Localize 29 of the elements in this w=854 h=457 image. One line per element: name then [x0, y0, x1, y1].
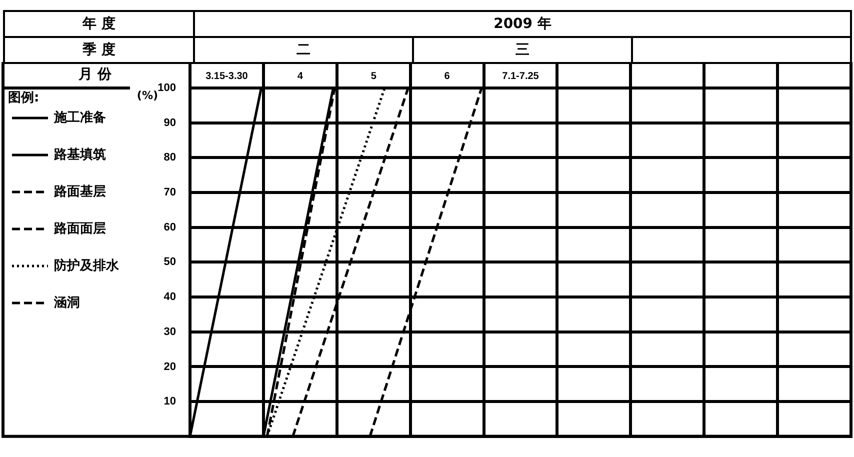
- text: 三: [412, 36, 633, 64]
- text: 季 度: [3, 36, 195, 64]
- y-tick-label: 20: [164, 360, 176, 373]
- x-axis-title: 月 份: [78, 66, 112, 83]
- y-tick-label: 90: [164, 116, 176, 129]
- x-tick-label: 6: [444, 70, 450, 82]
- legend-label: 施工准备: [53, 109, 106, 126]
- text: 二: [193, 36, 414, 64]
- x-tick-label: 5: [370, 70, 377, 82]
- legend-label: 路面面层: [53, 221, 106, 236]
- x-tick-label: 3.15-3.30: [206, 70, 248, 82]
- x-tick-label: 7.1-7.25: [502, 70, 540, 82]
- y-tick-label: 40: [164, 291, 176, 304]
- y-tick-label: 60: [164, 221, 176, 234]
- text: 2009 年: [193, 10, 852, 38]
- y-tick-label: 50: [164, 256, 176, 268]
- y-tick-label: 70: [164, 186, 176, 199]
- y-tick-label: 80: [164, 152, 176, 164]
- y-tick-label: 10: [164, 396, 176, 408]
- legend-title: 图例:: [8, 90, 40, 106]
- text: 年 度: [3, 10, 195, 38]
- legend-label: 路基填筑: [53, 147, 106, 162]
- y-axis-title: (%): [136, 88, 158, 102]
- legend-label: 防护及排水: [54, 257, 120, 274]
- y-tick-label: 30: [164, 326, 176, 338]
- y-tick-label: 100: [158, 82, 176, 94]
- legend-label: 路面基层: [53, 184, 106, 200]
- legend-label: 涵洞: [53, 295, 80, 310]
- x-tick-label: 4: [297, 70, 304, 82]
